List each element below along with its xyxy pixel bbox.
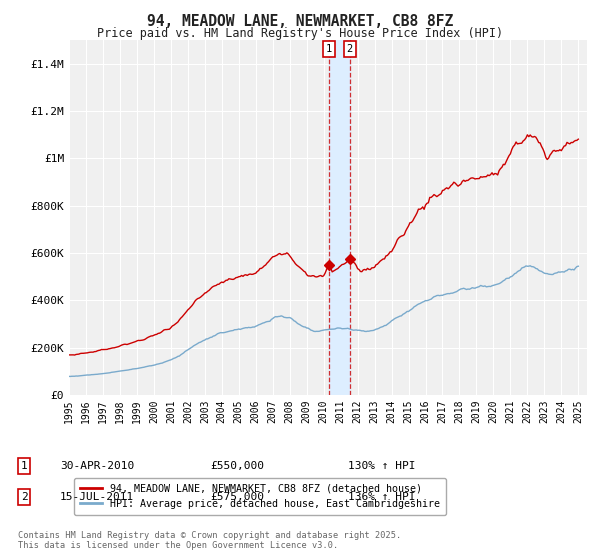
Text: Contains HM Land Registry data © Crown copyright and database right 2025.
This d: Contains HM Land Registry data © Crown c…: [18, 530, 401, 550]
Text: 15-JUL-2011: 15-JUL-2011: [60, 492, 134, 502]
Text: 136% ↑ HPI: 136% ↑ HPI: [348, 492, 415, 502]
Text: Price paid vs. HM Land Registry's House Price Index (HPI): Price paid vs. HM Land Registry's House …: [97, 27, 503, 40]
Text: £550,000: £550,000: [210, 461, 264, 471]
Text: 2: 2: [347, 44, 353, 54]
Text: 94, MEADOW LANE, NEWMARKET, CB8 8FZ: 94, MEADOW LANE, NEWMARKET, CB8 8FZ: [147, 14, 453, 29]
Text: 1: 1: [20, 461, 28, 471]
Text: £575,000: £575,000: [210, 492, 264, 502]
Text: 1: 1: [326, 44, 332, 54]
Text: 2: 2: [20, 492, 28, 502]
Text: 30-APR-2010: 30-APR-2010: [60, 461, 134, 471]
Legend: 94, MEADOW LANE, NEWMARKET, CB8 8FZ (detached house), HPI: Average price, detach: 94, MEADOW LANE, NEWMARKET, CB8 8FZ (det…: [74, 478, 446, 515]
Text: 130% ↑ HPI: 130% ↑ HPI: [348, 461, 415, 471]
Bar: [329, 40, 350, 395]
